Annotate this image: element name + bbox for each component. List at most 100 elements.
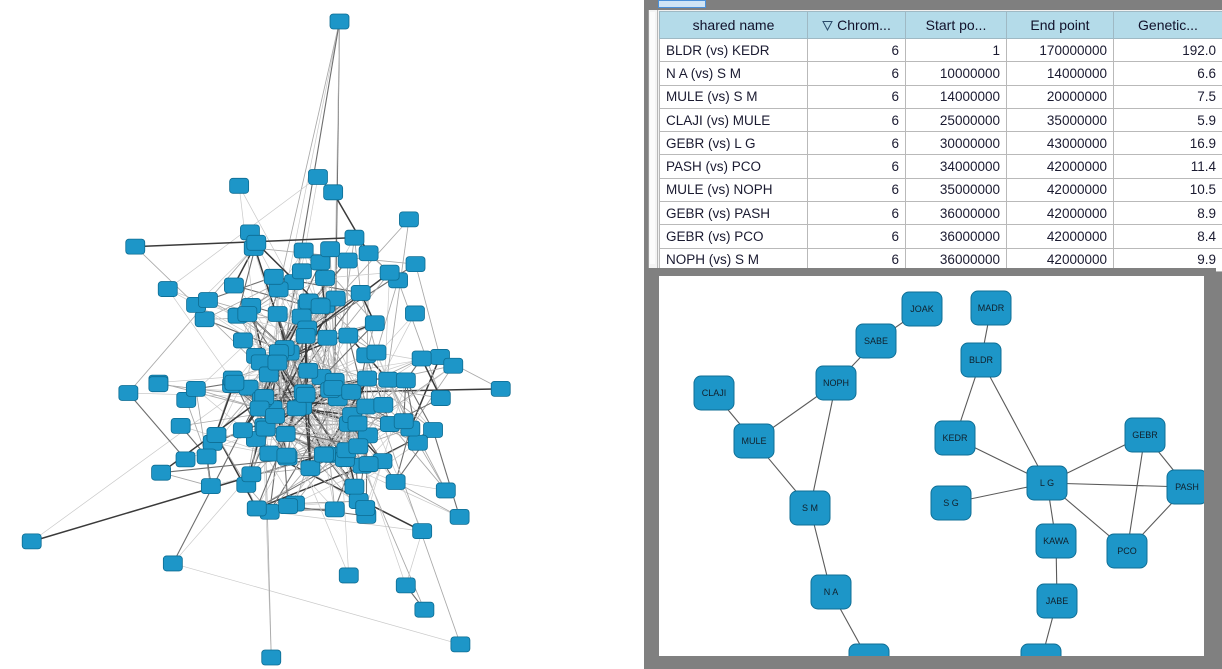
network-node-shape[interactable] — [310, 298, 331, 315]
network-node[interactable] — [310, 298, 331, 315]
network-node-shape[interactable] — [395, 577, 416, 594]
network-node-shape[interactable] — [960, 342, 1002, 378]
cell-start_point[interactable]: 35000000 — [905, 177, 1007, 203]
network-node-shape[interactable] — [278, 498, 299, 515]
network-node-shape[interactable] — [1106, 533, 1148, 569]
network-node[interactable] — [324, 501, 345, 518]
cell-start_point[interactable]: 1 — [905, 37, 1007, 63]
cell-chromosome[interactable]: 6 — [807, 154, 906, 179]
network-node[interactable] — [405, 305, 425, 322]
network-node-shape[interactable] — [298, 362, 319, 379]
cell-shared_name[interactable]: GEBR (vs) PASH — [659, 201, 808, 226]
network-node-shape[interactable] — [267, 354, 288, 371]
network-node[interactable] — [232, 332, 253, 349]
network-edge[interactable] — [405, 531, 423, 586]
cell-end_point[interactable]: 42000000 — [1006, 177, 1114, 203]
network-node[interactable]: S G — [930, 485, 972, 521]
network-edge[interactable] — [207, 299, 308, 329]
network-node-shape[interactable] — [350, 285, 371, 301]
network-edge[interactable] — [161, 454, 332, 474]
network-node[interactable] — [412, 523, 433, 540]
network-edge[interactable] — [288, 352, 368, 379]
network-node-shape[interactable] — [229, 177, 250, 194]
cell-start_point[interactable]: 36000000 — [905, 201, 1007, 226]
network-node[interactable]: NOPH — [815, 365, 857, 401]
network-edge[interactable] — [417, 442, 447, 491]
network-node[interactable]: N A — [810, 574, 852, 610]
network-node-shape[interactable] — [970, 290, 1012, 326]
cell-genetic[interactable]: 10.5 — [1113, 177, 1222, 203]
network-node-shape[interactable] — [206, 427, 227, 443]
network-node[interactable] — [185, 380, 206, 397]
network-node[interactable]: KEDR — [934, 420, 976, 456]
network-node-shape[interactable] — [157, 281, 178, 297]
network-edge[interactable] — [134, 246, 347, 451]
network-edge[interactable] — [269, 511, 423, 532]
sub-network-canvas-wrap[interactable]: CLAJI MULE NOPH SABE JOAK S M N A MIWE MADR BLDR K… — [659, 276, 1204, 656]
table-row[interactable]: GEBR (vs) PASH 6 36000000 42000000 8.9 — [659, 201, 1222, 226]
network-node[interactable] — [313, 446, 334, 463]
network-node-shape[interactable] — [449, 508, 470, 525]
network-node[interactable] — [490, 380, 511, 397]
network-node[interactable] — [300, 460, 321, 477]
network-node-shape[interactable] — [443, 357, 464, 374]
network-node-shape[interactable] — [385, 474, 406, 490]
network-edge[interactable] — [274, 176, 319, 416]
network-node-shape[interactable] — [237, 306, 258, 322]
network-node[interactable] — [162, 555, 183, 572]
table-row[interactable]: BLDR (vs) KEDR 6 1 170000000 192.0 — [659, 37, 1222, 63]
network-node[interactable]: GEBR — [1124, 417, 1166, 453]
cell-start_point[interactable]: 14000000 — [905, 84, 1007, 109]
main-network-canvas[interactable] — [0, 0, 644, 669]
cell-chromosome[interactable]: 6 — [807, 61, 906, 86]
network-edge[interactable] — [307, 370, 355, 487]
network-node[interactable] — [246, 500, 267, 517]
network-node-shape[interactable] — [21, 533, 42, 550]
network-node-shape[interactable] — [263, 268, 284, 285]
network-edge[interactable] — [274, 415, 359, 447]
cell-chromosome[interactable]: 6 — [807, 177, 906, 203]
network-node-shape[interactable] — [430, 390, 451, 406]
network-node[interactable] — [378, 371, 399, 388]
network-edge[interactable] — [128, 247, 255, 394]
network-node[interactable] — [298, 362, 319, 379]
table-row[interactable]: N A (vs) S M 6 10000000 14000000 6.6 — [659, 61, 1222, 86]
cell-genetic[interactable]: 16.9 — [1113, 131, 1222, 156]
network-node-shape[interactable] — [246, 234, 267, 251]
network-edge[interactable] — [809, 382, 837, 509]
network-node-shape[interactable] — [1035, 523, 1077, 559]
network-node-shape[interactable] — [348, 438, 369, 455]
network-node[interactable]: JABE — [1036, 583, 1078, 619]
network-edge[interactable] — [397, 280, 442, 399]
table-tab-stub[interactable] — [658, 0, 706, 8]
network-edge[interactable] — [215, 434, 258, 509]
table-row[interactable]: PASH (vs) PCO 6 34000000 42000000 11.4 — [659, 154, 1222, 179]
network-node[interactable] — [395, 372, 416, 389]
network-node-shape[interactable] — [267, 306, 288, 322]
network-node-shape[interactable] — [337, 252, 358, 269]
network-node-shape[interactable] — [1124, 417, 1166, 453]
network-node-shape[interactable] — [295, 327, 316, 344]
network-node[interactable] — [323, 184, 344, 201]
cell-start_point[interactable]: 30000000 — [905, 131, 1007, 156]
network-node[interactable] — [170, 417, 191, 434]
table-row[interactable]: CLAJI (vs) MULE 6 25000000 35000000 5.9 — [659, 107, 1222, 133]
network-edge[interactable] — [366, 378, 434, 431]
network-node-shape[interactable] — [358, 456, 379, 472]
network-node-shape[interactable] — [378, 371, 399, 388]
cell-start_point[interactable]: 36000000 — [905, 224, 1007, 249]
network-node-shape[interactable] — [395, 372, 416, 389]
network-node[interactable] — [276, 447, 297, 464]
network-node[interactable] — [435, 482, 456, 499]
network-node-shape[interactable] — [293, 242, 314, 259]
network-node-shape[interactable] — [848, 643, 890, 656]
column-header-genetic[interactable]: Genetic... — [1113, 11, 1222, 39]
network-node[interactable]: PASH — [1166, 469, 1204, 505]
network-edge[interactable] — [172, 563, 461, 645]
network-node-shape[interactable] — [194, 311, 215, 328]
cell-chromosome[interactable]: 6 — [807, 107, 906, 133]
network-node-shape[interactable] — [357, 370, 377, 387]
network-node[interactable]: BLDR — [960, 342, 1002, 378]
cell-chromosome[interactable]: 6 — [807, 84, 906, 109]
network-node[interactable] — [337, 252, 358, 269]
